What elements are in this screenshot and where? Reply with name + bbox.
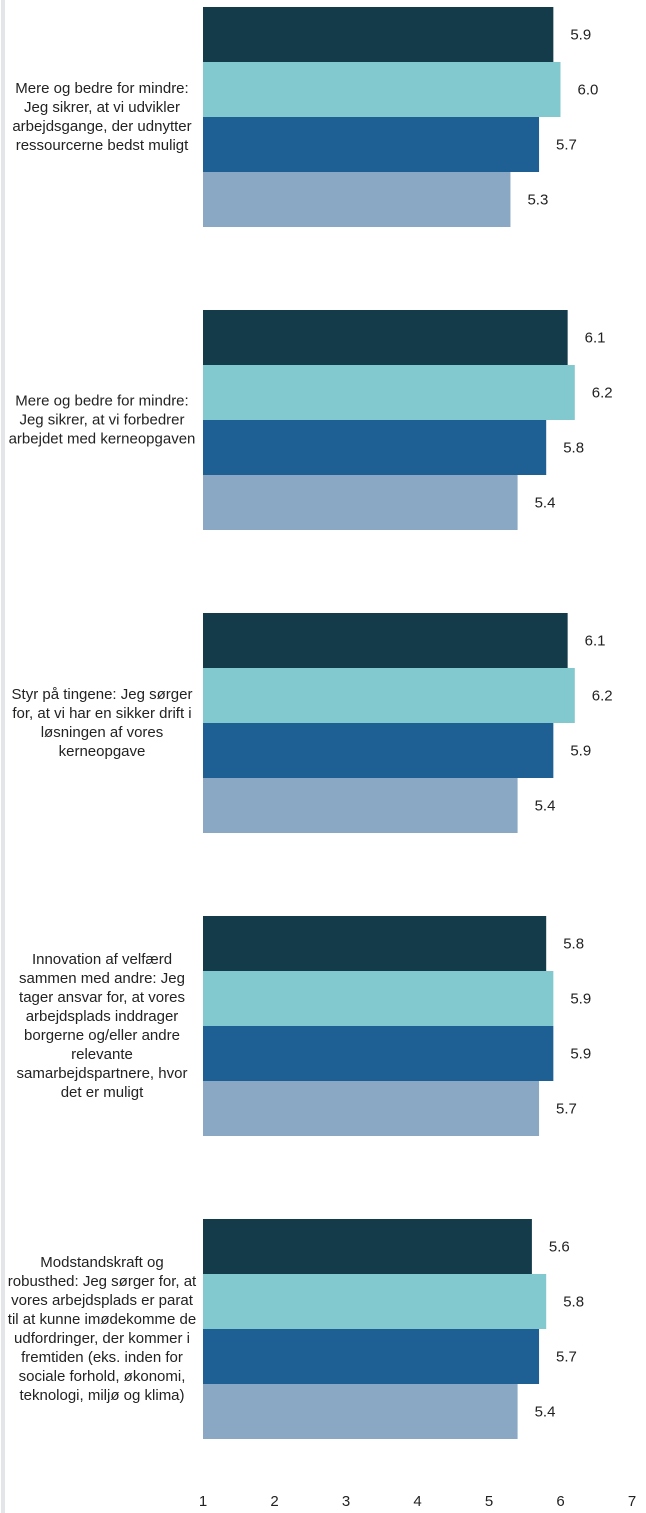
value-label: 5.4	[535, 1403, 556, 1420]
value-label: 5.8	[563, 1293, 584, 1310]
category-label: Modstandskraft og robusthed: Jeg sørger …	[7, 1254, 197, 1404]
value-label: 5.4	[535, 797, 556, 814]
bar	[203, 1329, 540, 1384]
x-tick-label: 2	[270, 1493, 278, 1510]
bar	[203, 1026, 554, 1081]
value-label: 5.9	[570, 742, 591, 759]
value-label: 5.7	[556, 136, 577, 153]
bar	[203, 117, 540, 172]
bar	[203, 613, 568, 668]
bar	[203, 7, 554, 62]
value-label: 5.9	[570, 1045, 591, 1062]
value-label: 5.7	[556, 1100, 577, 1117]
bar	[203, 172, 511, 227]
value-label: 6.1	[585, 329, 606, 346]
x-tick-label: 3	[342, 1493, 350, 1510]
bar	[203, 668, 575, 723]
category-label: Mere og bedre for mindre: Jeg sikrer, at…	[8, 392, 196, 448]
bar	[203, 916, 547, 971]
bar	[203, 310, 568, 365]
bar	[203, 723, 554, 778]
value-label: 5.7	[556, 1348, 577, 1365]
bar	[203, 62, 561, 117]
category-label: Styr på tingene: Jeg sørger for, at vi h…	[11, 686, 193, 760]
value-label: 5.4	[535, 494, 556, 511]
value-label: 5.8	[563, 935, 584, 952]
value-label: 5.8	[563, 439, 584, 456]
left-edge	[1, 0, 5, 1513]
category-label: Mere og bedre for mindre: Jeg sikrer, at…	[12, 80, 192, 154]
value-label: 5.9	[570, 26, 591, 43]
value-label: 5.6	[549, 1238, 570, 1255]
bar	[203, 365, 575, 420]
x-tick-label: 6	[556, 1493, 564, 1510]
x-tick-label: 1	[199, 1493, 207, 1510]
bar	[203, 420, 547, 475]
category-label: Innovation af velfærd sammen med andre: …	[16, 951, 188, 1101]
value-label: 6.1	[585, 632, 606, 649]
x-tick-label: 7	[628, 1493, 636, 1510]
bar	[203, 475, 518, 530]
x-tick-label: 5	[485, 1493, 493, 1510]
value-label: 5.9	[570, 990, 591, 1007]
value-label: 6.2	[592, 384, 613, 401]
value-label: 6.2	[592, 687, 613, 704]
value-label: 5.3	[527, 191, 548, 208]
bar	[203, 971, 554, 1026]
bar	[203, 1384, 518, 1439]
value-label: 6.0	[578, 81, 599, 98]
bar	[203, 1219, 532, 1274]
bar	[203, 778, 518, 833]
bar	[203, 1274, 547, 1329]
x-tick-label: 4	[413, 1493, 421, 1510]
bar	[203, 1081, 540, 1136]
